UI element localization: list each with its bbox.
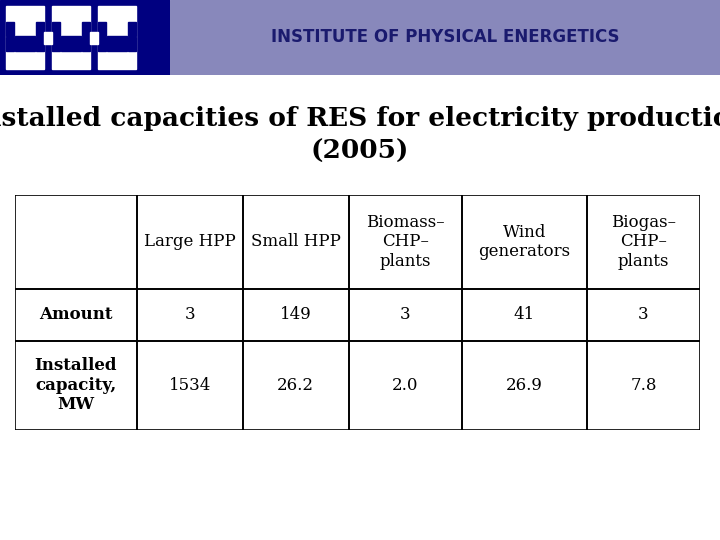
Bar <box>61 36 81 51</box>
Bar <box>6 37 14 51</box>
Bar <box>15 341 137 430</box>
Bar <box>90 31 98 44</box>
Bar <box>82 22 90 36</box>
Bar <box>587 341 700 430</box>
Bar <box>243 341 348 430</box>
Bar <box>36 22 44 36</box>
Text: Biogas–
CHP–
plants: Biogas– CHP– plants <box>611 214 676 270</box>
Text: 3: 3 <box>638 306 649 323</box>
Bar <box>587 195 700 289</box>
Bar <box>98 6 136 69</box>
Bar <box>128 22 136 36</box>
Text: 41: 41 <box>513 306 535 323</box>
Text: Small HPP: Small HPP <box>251 233 341 251</box>
Bar <box>137 289 243 341</box>
Bar <box>15 195 137 289</box>
Bar <box>98 37 106 51</box>
Text: Installed
capacity,
MW: Installed capacity, MW <box>35 357 117 414</box>
Bar <box>137 341 243 430</box>
Bar <box>462 195 587 289</box>
Bar <box>348 289 462 341</box>
Text: 3: 3 <box>184 306 195 323</box>
Text: 26.9: 26.9 <box>506 377 543 394</box>
Text: INSTITUTE OF PHYSICAL ENERGETICS: INSTITUTE OF PHYSICAL ENERGETICS <box>271 29 619 46</box>
Bar <box>348 195 462 289</box>
Text: Wind
generators: Wind generators <box>478 224 570 260</box>
Text: 3: 3 <box>400 306 410 323</box>
Bar <box>98 22 106 36</box>
Text: 26.2: 26.2 <box>277 377 314 394</box>
Bar <box>44 31 52 44</box>
Bar <box>348 341 462 430</box>
Text: Large HPP: Large HPP <box>144 233 235 251</box>
Bar <box>128 37 136 51</box>
Bar <box>6 6 44 69</box>
Bar <box>15 36 35 51</box>
Text: 1534: 1534 <box>168 377 211 394</box>
Bar <box>462 289 587 341</box>
Bar <box>243 195 348 289</box>
Bar <box>15 289 137 341</box>
Text: Amount: Amount <box>39 306 112 323</box>
Bar <box>6 22 14 36</box>
Bar <box>36 37 44 51</box>
Bar <box>107 36 127 51</box>
Text: 149: 149 <box>279 306 312 323</box>
Text: 7.8: 7.8 <box>630 377 657 394</box>
Bar <box>52 22 60 36</box>
Text: Installed capacities of RES for electricity production
(2005): Installed capacities of RES for electric… <box>0 106 720 164</box>
Text: Biomass–
CHP–
plants: Biomass– CHP– plants <box>366 214 444 270</box>
Text: 2.0: 2.0 <box>392 377 418 394</box>
Bar <box>52 37 60 51</box>
Bar <box>243 289 348 341</box>
Bar <box>82 37 90 51</box>
Bar <box>587 289 700 341</box>
Bar <box>52 6 90 69</box>
Bar <box>462 341 587 430</box>
Bar <box>137 195 243 289</box>
